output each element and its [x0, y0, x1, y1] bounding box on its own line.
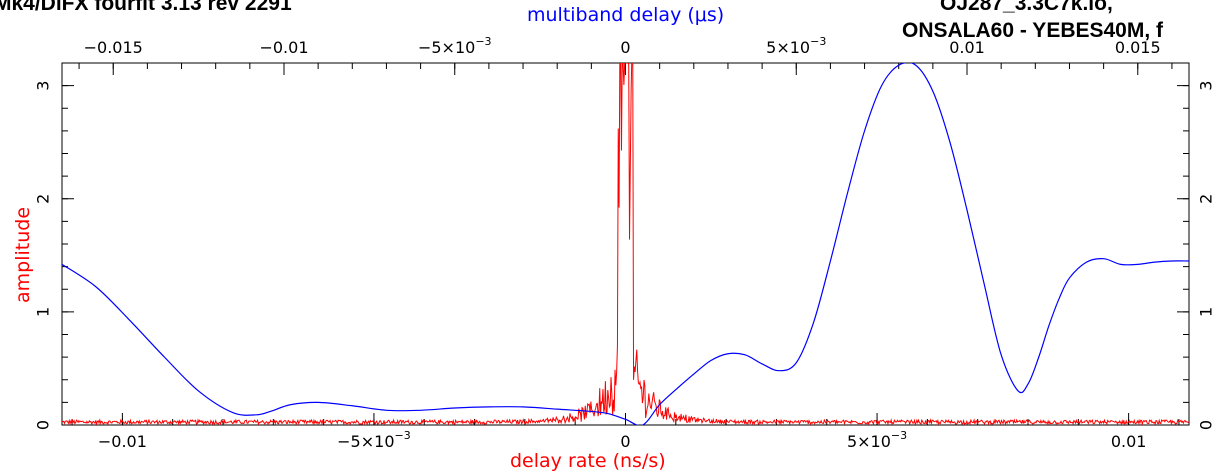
bottom-tick-label: 0.01 [1111, 432, 1147, 451]
bottom-tick-label: −0.01 [98, 432, 147, 451]
top-tick-label: −0.015 [84, 38, 143, 57]
top-tick-label: 5×10−3 [766, 35, 826, 57]
top-tick-label: 0.01 [949, 38, 985, 57]
top-tick-label: −0.01 [259, 38, 308, 57]
left-tick-label: 1 [34, 307, 53, 317]
series-layer [62, 63, 1189, 425]
bottom-tick-label: −5×10−3 [337, 429, 411, 451]
top-tick-label: 0 [620, 38, 630, 57]
top-tick-label: −5×10−3 [418, 35, 492, 57]
left-tick-label: 2 [34, 194, 53, 204]
left-axis-label: amplitude [12, 206, 34, 303]
top-tick-label: 0.015 [1115, 38, 1161, 57]
right-tick-label: 3 [1197, 81, 1216, 91]
plot-frame [61, 62, 1190, 426]
bottom-tick-label: 5×10−3 [847, 429, 907, 451]
header-left-fragment: Mk4/DiFX fourfit 3.13 rev 2291 [0, 0, 292, 15]
axis-ticks [62, 63, 1189, 426]
bottom-axis-label: delay rate (ns/s) [510, 450, 666, 472]
header-right-fragment-top: OJ287_3.3C7k.lo, [940, 0, 1113, 15]
tick-labels: −0.015 −0.01 −5×10−3 0 5×10−3 0.01 0.015 −0.01 −… [34, 35, 1216, 451]
left-tick-label: 0 [34, 420, 53, 430]
multiband-delay-series [62, 63, 1189, 425]
axes-frame [61, 62, 1190, 426]
top-axis-label: multiband delay (μs) [527, 4, 725, 26]
left-tick-label: 3 [34, 81, 53, 91]
delay-rate-series [62, 63, 1189, 425]
header-right-fragment-bottom: ONSALA60 - YEBES40M, f [902, 19, 1164, 42]
right-tick-label: 0 [1197, 420, 1216, 430]
right-tick-label: 1 [1197, 307, 1216, 317]
bottom-tick-label: 0 [620, 432, 630, 451]
right-tick-label: 2 [1197, 194, 1216, 204]
